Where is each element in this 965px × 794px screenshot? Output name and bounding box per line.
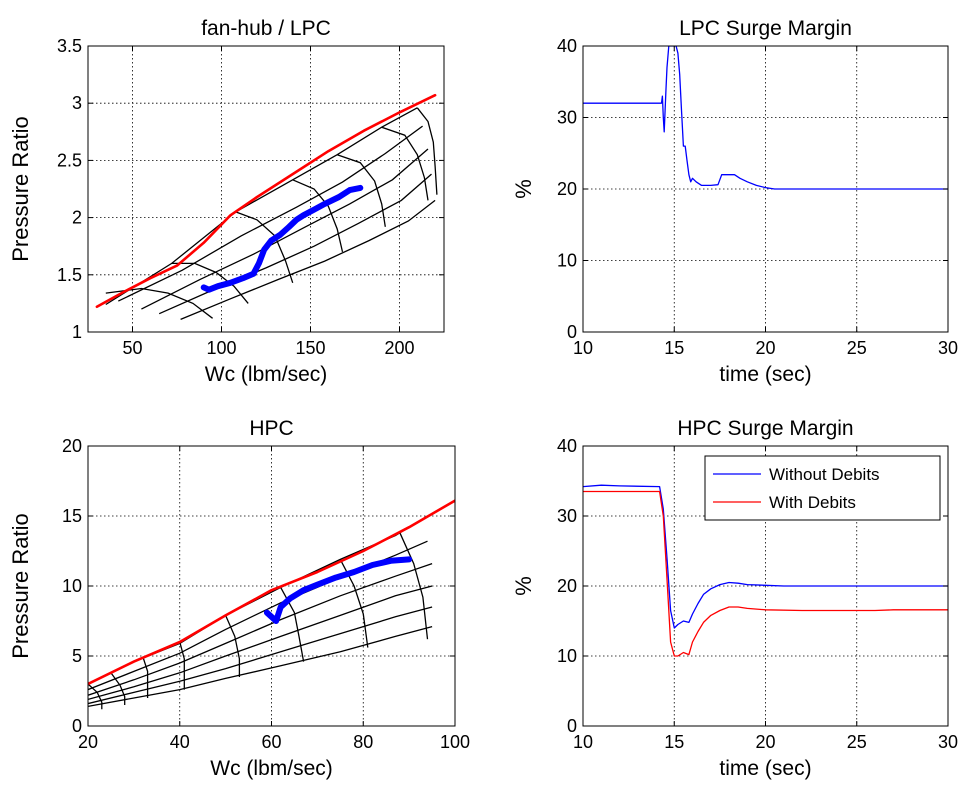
plot-content [583, 46, 948, 190]
y-axis-label: Pressure Ratio [8, 513, 33, 659]
y-tick-label: 5 [72, 646, 82, 666]
x-tick-label: 150 [295, 338, 325, 358]
x-tick-label: 50 [122, 338, 142, 358]
y-axis-label: % [511, 179, 536, 199]
legend: Without Debits With Debits [704, 455, 941, 521]
constant-line [88, 683, 103, 710]
y-tick-label: 1 [72, 322, 82, 342]
y-tick-label: 10 [557, 646, 577, 666]
x-tick-label: 100 [440, 732, 470, 752]
constant-line [110, 672, 126, 705]
x-tick-label: 10 [573, 338, 593, 358]
y-axis-label: % [511, 576, 536, 596]
speed-line [88, 585, 433, 701]
series-line-2 [583, 490, 948, 657]
y-tick-label: 0 [72, 716, 82, 736]
speed-line [88, 606, 433, 705]
constant-line [399, 532, 429, 640]
y-tick-label: 20 [557, 576, 577, 596]
y-tick-label: 40 [557, 436, 577, 456]
series-line-1 [88, 499, 455, 686]
plot-content [88, 499, 455, 710]
speed-line [118, 125, 423, 302]
x-tick-label: 80 [353, 732, 373, 752]
y-tick-label: 3 [72, 93, 82, 113]
y-tick-label: 40 [557, 36, 577, 56]
y-tick-label: 10 [62, 576, 82, 596]
y-tick-label: 10 [557, 251, 577, 271]
axes-box [87, 45, 445, 333]
legend-box [704, 455, 941, 521]
constant-line [142, 657, 149, 698]
y-tick-label: 1.5 [57, 265, 82, 285]
x-tick-label: 25 [847, 338, 867, 358]
constant-line [381, 126, 429, 201]
legend-label: With Debits [769, 493, 856, 512]
speed-line [141, 148, 429, 310]
x-axis-label: time (sec) [719, 757, 811, 780]
series-line-2 [200, 184, 364, 293]
series-line-2 [263, 556, 413, 624]
x-tick-label: 60 [261, 732, 281, 752]
constant-line [292, 179, 344, 253]
speed-line [88, 625, 433, 708]
x-axis-label: Wc (lbm/sec) [205, 363, 328, 386]
constant-line [225, 615, 241, 677]
y-tick-label: 20 [62, 436, 82, 456]
y-tick-label: 0 [567, 322, 577, 342]
y-tick-label: 15 [62, 506, 82, 526]
x-tick-label: 25 [847, 732, 867, 752]
chart-1: 50 100 150 200 1 1.5 2 2.5 3 3.5 fan-hub / LPC Wc (… [8, 17, 445, 386]
x-tick-label: 30 [938, 732, 958, 752]
y-axis-label: Pressure Ratio [8, 116, 33, 262]
y-tick-label: 30 [557, 108, 577, 128]
constant-line [171, 262, 249, 304]
y-tick-label: 2 [72, 208, 82, 228]
chart-title: HPC [249, 417, 293, 440]
x-tick-label: 100 [206, 338, 236, 358]
plot-content [95, 93, 438, 321]
x-tick-label: 30 [938, 338, 958, 358]
plot-content [583, 484, 948, 657]
x-tick-label: 20 [78, 732, 98, 752]
x-tick-label: 15 [664, 338, 684, 358]
speed-line [180, 199, 436, 321]
constant-line [416, 107, 438, 195]
y-tick-label: 3.5 [57, 36, 82, 56]
series-line-1 [95, 93, 437, 309]
chart-title: HPC Surge Margin [677, 417, 853, 440]
x-tick-label: 20 [755, 732, 775, 752]
y-tick-label: 0 [567, 716, 577, 736]
x-axis-label: Wc (lbm/sec) [210, 757, 333, 780]
legend-label: Without Debits [769, 465, 880, 484]
x-tick-label: 20 [755, 338, 775, 358]
x-tick-label: 15 [664, 732, 684, 752]
constant-line [179, 641, 185, 690]
y-tick-label: 2.5 [57, 150, 82, 170]
constant-line [336, 154, 386, 227]
x-tick-label: 40 [170, 732, 190, 752]
x-tick-label: 10 [573, 732, 593, 752]
chart-title: LPC Surge Margin [679, 17, 852, 40]
x-axis-label: time (sec) [719, 363, 811, 386]
series-line-1 [583, 46, 948, 190]
y-tick-label: 20 [557, 179, 577, 199]
x-tick-label: 200 [384, 338, 414, 358]
chart-3: 20 40 60 80 100 0 5 10 15 20 HPC Wc (lbm/sec) Pressu… [8, 417, 470, 780]
chart-title: fan-hub / LPC [201, 17, 331, 40]
series-line-1 [583, 484, 948, 629]
y-tick-label: 30 [557, 506, 577, 526]
speed-line [88, 562, 433, 696]
